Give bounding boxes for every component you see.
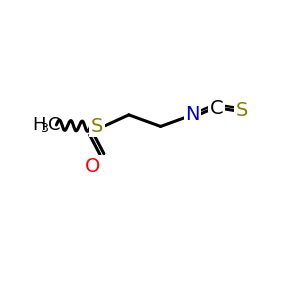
Text: 3: 3: [40, 122, 48, 135]
Text: O: O: [85, 157, 100, 176]
Text: C: C: [210, 99, 224, 118]
Text: H: H: [32, 116, 46, 134]
Text: S: S: [236, 101, 248, 120]
Text: C: C: [47, 116, 60, 134]
Text: S: S: [91, 117, 103, 136]
Text: N: N: [185, 105, 200, 124]
